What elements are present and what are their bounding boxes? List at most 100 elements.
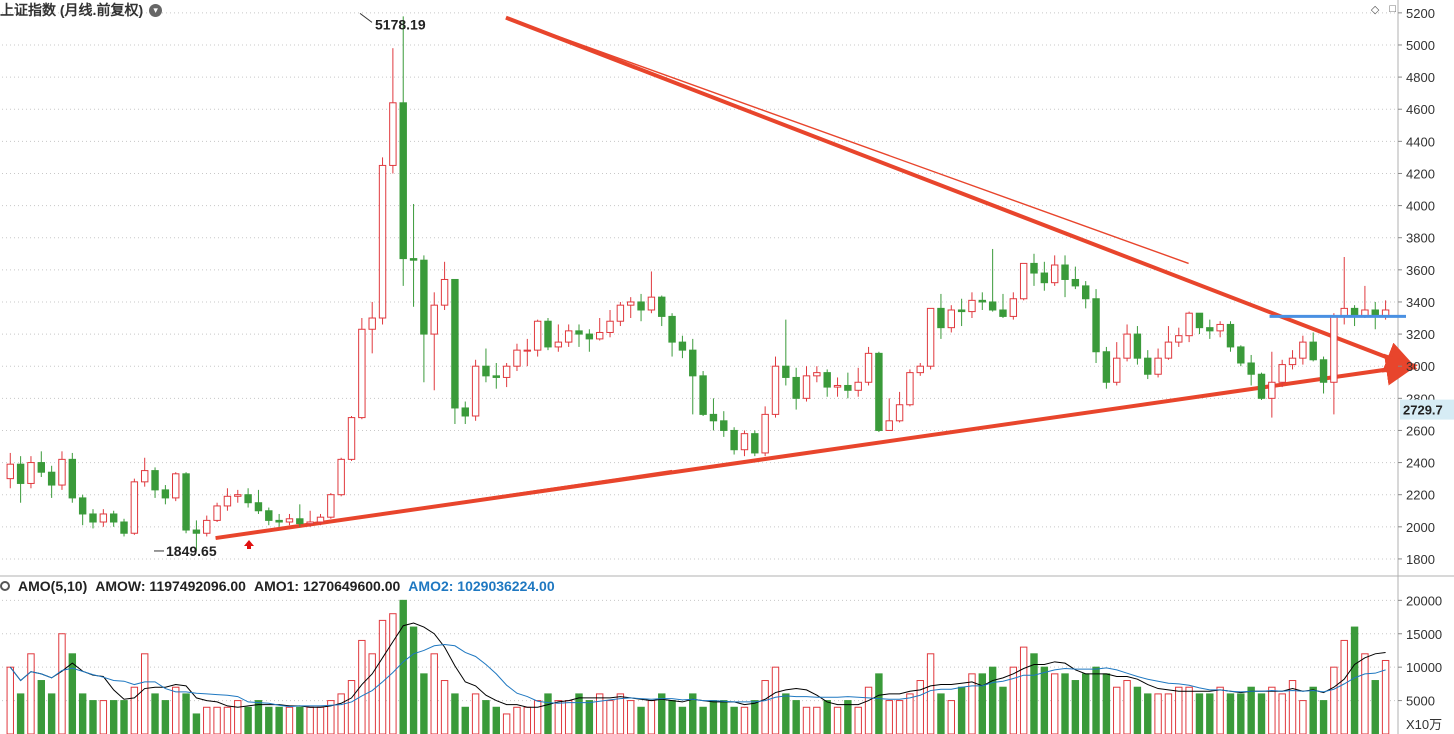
volume-bar bbox=[978, 673, 987, 734]
volume-bar bbox=[1123, 680, 1131, 734]
price-tick-label: 4600 bbox=[1406, 102, 1435, 117]
candle-body bbox=[1299, 341, 1307, 359]
price-tick-label: 2000 bbox=[1406, 520, 1435, 535]
candle-body bbox=[1123, 333, 1131, 359]
candle-body bbox=[1278, 364, 1286, 383]
volume-bar bbox=[937, 693, 945, 734]
candle-body bbox=[6, 463, 14, 480]
price-tick-label: 5200 bbox=[1406, 6, 1435, 21]
candle-body bbox=[720, 420, 728, 431]
volume-bar bbox=[1247, 686, 1255, 734]
candle-body bbox=[1040, 272, 1049, 284]
volume-bar bbox=[37, 680, 46, 734]
volume-bar bbox=[1237, 693, 1245, 734]
panel-controls: ◇ □ bbox=[1371, 3, 1396, 16]
volume-bar bbox=[999, 686, 1007, 734]
candle-body bbox=[68, 458, 77, 499]
candle-body bbox=[544, 320, 552, 348]
candle-body bbox=[627, 301, 635, 306]
volume-bar bbox=[1144, 693, 1152, 734]
volume-bar bbox=[492, 706, 500, 734]
candle-body bbox=[151, 470, 159, 491]
candle-body bbox=[833, 384, 842, 388]
candle-body bbox=[109, 513, 118, 523]
volume-bar bbox=[761, 680, 769, 734]
volume-bar bbox=[306, 706, 314, 734]
volume-bar bbox=[151, 693, 159, 734]
candle-body bbox=[730, 429, 738, 451]
volume-bar bbox=[844, 700, 852, 734]
diamond-icon[interactable]: ◇ bbox=[1370, 4, 1380, 16]
candle-body bbox=[978, 299, 987, 303]
volume-bar bbox=[285, 706, 294, 734]
volume-bar bbox=[502, 713, 511, 734]
candle-body bbox=[1185, 312, 1193, 337]
candle-body bbox=[182, 473, 190, 531]
volume-bar bbox=[875, 673, 883, 734]
volume-bar bbox=[895, 700, 904, 734]
candle-body bbox=[957, 309, 966, 313]
amo-prefix: AMO(5,10) bbox=[18, 578, 88, 594]
volume-bar bbox=[1340, 639, 1348, 734]
candle-body bbox=[1257, 373, 1266, 399]
volume-bar bbox=[47, 693, 56, 734]
volume-bar bbox=[1019, 646, 1028, 734]
volume-bar bbox=[575, 693, 583, 734]
volume-bar bbox=[275, 706, 283, 734]
candle-body bbox=[27, 462, 35, 484]
volume-bar bbox=[668, 700, 676, 734]
candle-body bbox=[761, 413, 769, 454]
candle-body bbox=[1330, 315, 1338, 383]
volume-bar bbox=[854, 706, 862, 734]
candle-body bbox=[782, 365, 790, 378]
candle-body bbox=[89, 513, 97, 523]
candle-body bbox=[554, 341, 563, 348]
volume-bar bbox=[988, 666, 997, 734]
candle-body bbox=[1144, 357, 1152, 375]
candle-body bbox=[1226, 323, 1235, 348]
volume-bar bbox=[1330, 666, 1338, 734]
volume-bar bbox=[1216, 686, 1224, 734]
volume-bar bbox=[140, 653, 149, 734]
candle-body bbox=[906, 372, 914, 406]
volume-bar bbox=[451, 693, 459, 734]
candle-body bbox=[885, 420, 893, 431]
candle-body bbox=[58, 458, 66, 486]
volume-bar bbox=[678, 706, 687, 734]
candle-body bbox=[1237, 346, 1245, 364]
volume-bar bbox=[658, 693, 666, 734]
candle-body bbox=[1164, 341, 1173, 359]
square-icon[interactable]: □ bbox=[1389, 3, 1396, 15]
candle-body bbox=[1247, 362, 1255, 375]
candle-body bbox=[140, 470, 149, 483]
volume-bar bbox=[1206, 693, 1214, 734]
candle-body bbox=[823, 372, 831, 388]
candle-body bbox=[130, 481, 139, 534]
volume-bar bbox=[1309, 686, 1317, 734]
candle-body bbox=[1102, 351, 1111, 383]
candle-body bbox=[265, 510, 273, 521]
candle-body bbox=[1175, 335, 1183, 343]
candle-body bbox=[47, 471, 56, 486]
volume-bar bbox=[58, 633, 66, 734]
volume-bar bbox=[1133, 686, 1142, 734]
price-tick-label: 4800 bbox=[1406, 70, 1435, 85]
candle-body bbox=[658, 296, 666, 317]
amo-indicator-bar: AMO(5,10) AMOW: 1197492096.00 AMO1: 1270… bbox=[0, 576, 555, 596]
candle-body bbox=[802, 375, 811, 399]
candle-body bbox=[937, 307, 945, 329]
volume-bar bbox=[1154, 693, 1162, 734]
chevron-down-icon[interactable]: ▾ bbox=[149, 3, 163, 17]
volume-bar bbox=[1009, 666, 1018, 734]
volume-bar bbox=[6, 666, 14, 734]
volume-bar bbox=[296, 706, 304, 734]
volume-bar bbox=[1092, 666, 1100, 734]
candle-body bbox=[461, 407, 469, 417]
candle-body bbox=[1206, 327, 1214, 332]
candle-body bbox=[440, 278, 449, 306]
candle-body bbox=[420, 259, 428, 335]
volume-bar bbox=[1299, 700, 1307, 734]
indicator-settings-icon[interactable] bbox=[0, 581, 10, 591]
candle-body bbox=[854, 381, 862, 391]
